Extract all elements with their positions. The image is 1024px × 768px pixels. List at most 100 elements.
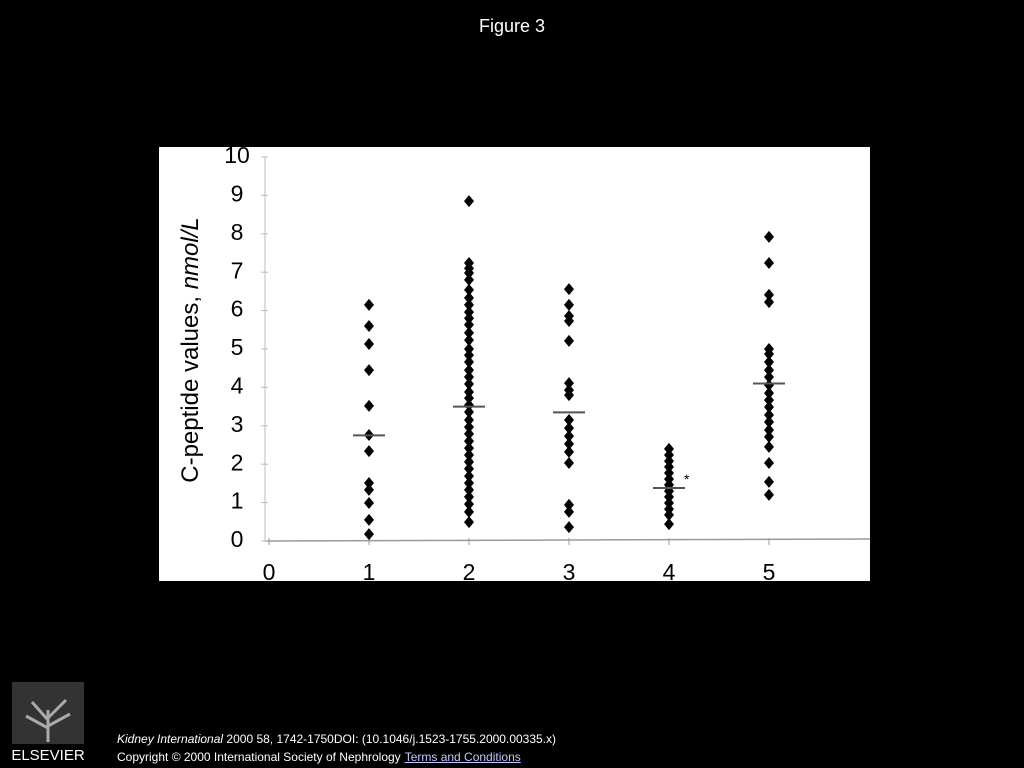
- copyright-line: Copyright © 2000 International Society o…: [117, 748, 556, 766]
- data-point: [364, 399, 374, 412]
- x-tick-label: 5: [763, 559, 776, 585]
- plot-background: [159, 147, 870, 581]
- data-point: [464, 343, 474, 355]
- x-tick-label: 4: [663, 559, 676, 585]
- data-point: [564, 445, 574, 458]
- data-point: [364, 364, 374, 377]
- data-point: [564, 521, 574, 534]
- y-axis-label: C-peptide values, nmol/L: [177, 217, 204, 483]
- data-point: [464, 498, 474, 511]
- data-point: [764, 364, 774, 377]
- x-tick-label: 2: [463, 559, 476, 585]
- data-point: [564, 505, 574, 518]
- data-point: [564, 389, 574, 402]
- citation-line: Kidney International 2000 58, 1742-1750D…: [117, 730, 556, 748]
- data-point: [564, 377, 574, 390]
- data-point: [464, 470, 474, 483]
- data-point: [664, 496, 674, 509]
- data-point: [464, 306, 474, 319]
- data-point: [664, 460, 674, 473]
- data-point: [564, 298, 574, 311]
- data-point: [464, 377, 474, 390]
- data-point: [564, 437, 574, 450]
- data-point: [464, 399, 474, 412]
- data-point: [764, 400, 774, 413]
- data-point: [464, 455, 474, 468]
- data-point: [464, 273, 474, 286]
- slide-title: Figure 3: [478, 16, 546, 36]
- data-point: [664, 508, 674, 521]
- data-point: [464, 334, 474, 347]
- data-point: [564, 430, 574, 443]
- data-point: [364, 496, 374, 509]
- annotation: *: [684, 471, 690, 487]
- data-point: [464, 516, 474, 529]
- x-tick-label: 3: [563, 559, 576, 585]
- data-point: [764, 387, 774, 400]
- data-point: [464, 505, 474, 518]
- y-tick-label: 9: [231, 180, 244, 206]
- data-point: [364, 477, 374, 490]
- data-point: [364, 298, 374, 311]
- data-point: [764, 409, 774, 422]
- data-point: [464, 490, 474, 503]
- y-tick-label: 4: [231, 372, 244, 398]
- data-point: [464, 420, 474, 433]
- data-point: [764, 424, 774, 437]
- data-point: [764, 457, 774, 470]
- data-point: [464, 326, 474, 339]
- data-point: [664, 448, 674, 461]
- data-point: [364, 513, 374, 526]
- y-tick-label: 7: [231, 257, 244, 283]
- citation: 2000 58, 1742-1750DOI: (10.1046/j.1523-1…: [226, 732, 557, 746]
- y-tick-label: 3: [231, 411, 244, 437]
- data-point: [464, 392, 474, 405]
- data-point: [464, 298, 474, 311]
- data-point: [564, 498, 574, 511]
- data-point: [464, 318, 474, 331]
- data-point: [564, 414, 574, 427]
- y-tick-label: 5: [231, 334, 244, 360]
- footer: Kidney International 2000 58, 1742-1750D…: [117, 730, 556, 766]
- data-point: [764, 371, 774, 384]
- data-point: [464, 195, 474, 208]
- data-point: [364, 483, 374, 496]
- y-label-unit: nmol/L: [177, 217, 204, 289]
- data-point: [564, 283, 574, 296]
- data-point: [464, 462, 474, 475]
- data-point: [564, 334, 574, 347]
- data-point: [664, 442, 674, 455]
- y-tick-label: 8: [231, 219, 244, 245]
- data-point: [764, 488, 774, 501]
- data-point: [764, 230, 774, 243]
- data-point: [464, 405, 474, 418]
- data-point: [464, 283, 474, 296]
- data-point: [464, 364, 474, 377]
- data-point: [464, 266, 474, 279]
- data-point: [764, 296, 774, 309]
- y-tick-label: 6: [231, 296, 244, 322]
- data-point: [664, 518, 674, 531]
- data-point: [764, 379, 774, 392]
- data-point: [764, 440, 774, 453]
- data-point: [464, 477, 474, 490]
- data-point: [464, 448, 474, 461]
- data-point: [764, 288, 774, 301]
- data-point: [464, 349, 474, 362]
- data-point: [564, 314, 574, 327]
- data-point: [464, 435, 474, 448]
- y-tick-label: 2: [231, 449, 244, 475]
- publisher-logo: ELSEVIER: [11, 682, 85, 764]
- data-point: [364, 338, 374, 351]
- data-point: [364, 445, 374, 458]
- data-point: [364, 528, 374, 541]
- data-point: [464, 356, 474, 369]
- terms-link[interactable]: Terms and Conditions: [404, 750, 521, 764]
- y-label-text: C-peptide values,: [177, 296, 204, 483]
- y-tick-label: 10: [224, 142, 250, 168]
- data-point: [764, 256, 774, 269]
- x-tick-label: 0: [263, 559, 276, 585]
- logo-tree: [25, 698, 71, 742]
- data-point: [664, 490, 674, 503]
